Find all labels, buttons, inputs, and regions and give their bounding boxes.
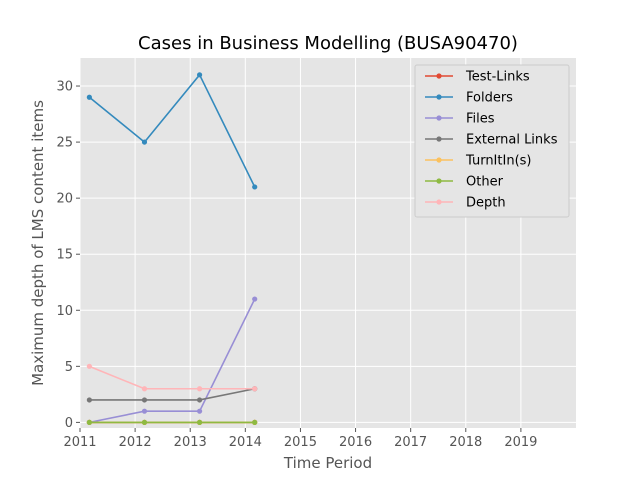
data-point — [141, 397, 148, 403]
legend-item-folders: Folders — [425, 91, 513, 106]
x-tick-label: 2018 — [449, 435, 482, 450]
series-line — [88, 73, 256, 188]
legend-label: Other — [466, 175, 504, 190]
data-point — [141, 139, 148, 145]
data-point — [196, 397, 203, 403]
y-tick-label: 25 — [56, 136, 73, 151]
legend: Test-Links Folders Files External Links Turn… — [414, 64, 570, 218]
data-point — [86, 94, 92, 100]
x-tick-label: 2012 — [119, 435, 152, 450]
legend-marker — [436, 136, 442, 142]
y-tick-label: 10 — [56, 304, 73, 319]
legend-label: Depth — [466, 196, 506, 211]
data-point — [196, 408, 203, 414]
data-point — [252, 419, 258, 425]
legend-item-depth: Depth — [425, 196, 506, 211]
y-tick-label: 15 — [56, 248, 73, 263]
legend-item-external-links: External Links — [425, 133, 558, 148]
legend-label: Folders — [466, 91, 513, 106]
y-tick-label: 30 — [56, 80, 73, 95]
legend-label: TurnItIn(s) — [465, 154, 531, 169]
y-tick-label: 0 — [65, 416, 73, 431]
legend-marker — [436, 94, 442, 100]
legend-marker — [436, 73, 442, 79]
legend-label: Files — [466, 112, 495, 127]
legend-item-files: Files — [425, 112, 495, 127]
data-point — [252, 184, 258, 190]
x-tick-label: 2017 — [394, 435, 427, 450]
x-axis-label: Time Period — [283, 454, 372, 472]
x-tick-label: 2016 — [339, 435, 372, 450]
data-point — [252, 296, 258, 302]
data-point — [86, 397, 92, 403]
legend-label: External Links — [466, 133, 558, 148]
data-point — [141, 419, 148, 425]
data-point — [196, 386, 203, 392]
series-other — [86, 419, 258, 425]
data-point — [141, 408, 148, 414]
x-tick-label: 2019 — [504, 435, 537, 450]
legend-label: Test-Links — [465, 70, 530, 85]
series-line — [89, 298, 256, 424]
x-tick-label: 2014 — [229, 435, 262, 450]
y-tick-label: 5 — [65, 360, 73, 375]
series-line — [89, 387, 255, 401]
x-tick-label: 2015 — [284, 435, 317, 450]
data-point — [86, 363, 92, 369]
legend-item-turnitin-s: TurnItIn(s) — [425, 154, 531, 169]
data-point — [252, 386, 258, 392]
x-tick-label: 2013 — [174, 435, 207, 450]
data-point — [86, 419, 92, 425]
legend-box — [414, 64, 570, 218]
series-depth — [86, 363, 258, 392]
series-line — [89, 365, 255, 390]
chart-title: Cases in Business Modelling (BUSA90470) — [138, 33, 518, 54]
data-point — [196, 72, 203, 78]
y-axis-label: Maximum depth of LMS content items — [29, 100, 47, 386]
legend-marker — [436, 157, 442, 163]
legend-marker — [436, 178, 442, 184]
x-axis: 2011 2012 2013 2014 2015 2016 2017 2018 2019 — [63, 428, 537, 450]
legend-marker — [436, 115, 442, 121]
legend-marker — [436, 199, 442, 205]
series-folders — [86, 72, 258, 190]
y-axis: 0 5 10 15 20 25 30 — [56, 80, 80, 431]
data-point — [141, 386, 148, 392]
data-point — [196, 419, 203, 425]
y-tick-label: 20 — [56, 192, 73, 207]
x-tick-label: 2011 — [63, 435, 96, 450]
legend-item-test-links: Test-Links — [425, 70, 530, 85]
legend-item-other: Other — [425, 175, 504, 190]
series-group — [86, 72, 258, 425]
